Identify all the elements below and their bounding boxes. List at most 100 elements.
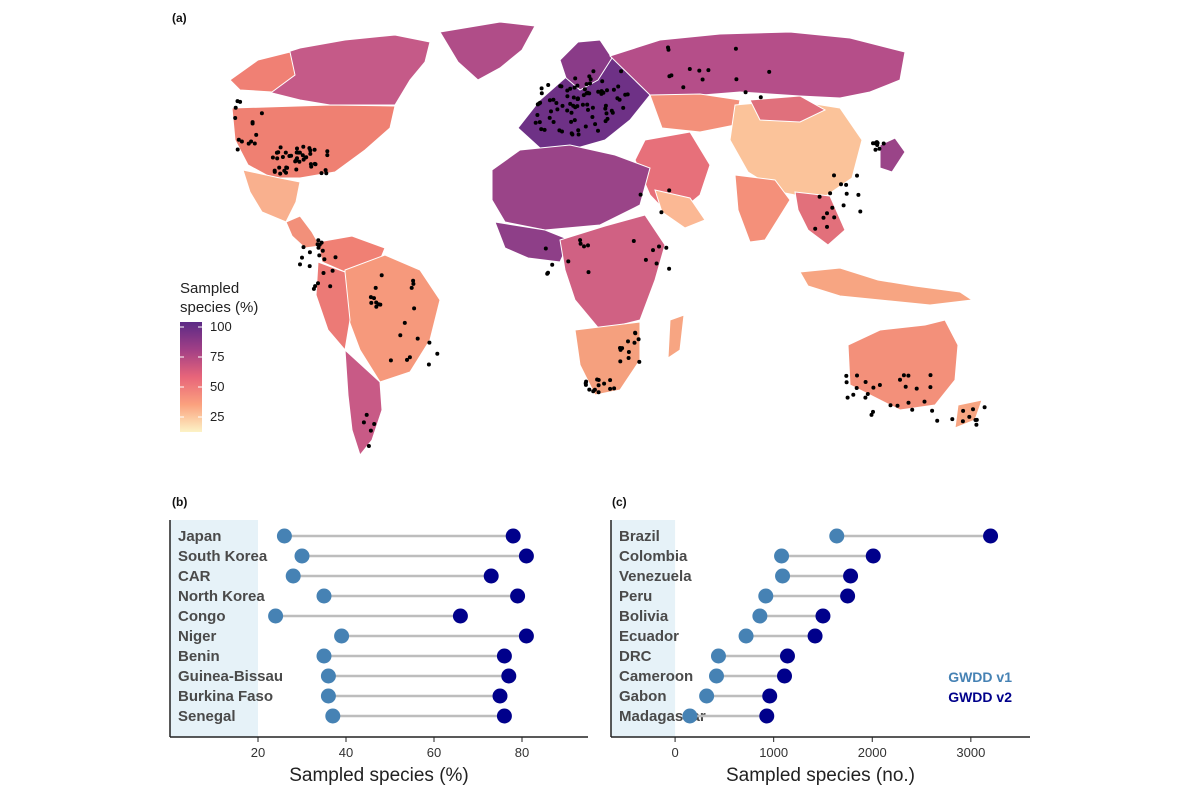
x-tick-label: 3000 bbox=[956, 745, 985, 760]
point-gwdd-v2 bbox=[815, 608, 831, 624]
sample-point bbox=[373, 285, 378, 290]
sample-point bbox=[235, 147, 240, 152]
sample-point bbox=[603, 106, 608, 111]
point-gwdd-v2 bbox=[483, 568, 499, 584]
x-tick-label: 40 bbox=[339, 745, 353, 760]
sample-point bbox=[572, 85, 577, 90]
sample-point bbox=[565, 94, 570, 99]
sample-point bbox=[415, 336, 420, 341]
sample-point bbox=[863, 380, 868, 384]
sample-point bbox=[379, 273, 384, 278]
point-gwdd-v1 bbox=[294, 548, 310, 564]
point-gwdd-v1 bbox=[682, 708, 698, 724]
sample-point bbox=[578, 238, 583, 243]
region-west-africa bbox=[494, 221, 571, 263]
sample-point bbox=[844, 380, 849, 385]
point-gwdd-v1 bbox=[699, 688, 715, 704]
sample-point bbox=[587, 74, 592, 79]
sample-point bbox=[616, 84, 621, 89]
map-legend: Sampled species (%) 100 75 50 25 bbox=[180, 280, 258, 432]
sample-point bbox=[596, 89, 601, 94]
sample-point bbox=[821, 215, 826, 220]
region-scandinavia bbox=[559, 39, 613, 91]
point-gwdd-v2 bbox=[983, 528, 999, 544]
sample-point bbox=[982, 405, 987, 410]
sample-point bbox=[543, 246, 548, 251]
sample-point bbox=[307, 264, 312, 269]
sample-point bbox=[569, 119, 574, 124]
sample-point bbox=[328, 284, 333, 289]
sample-point bbox=[239, 139, 244, 144]
sample-point bbox=[298, 262, 302, 267]
sample-point bbox=[700, 77, 705, 82]
sample-point bbox=[560, 103, 565, 108]
sample-point bbox=[235, 99, 240, 104]
sample-point bbox=[301, 157, 306, 162]
sample-point bbox=[681, 85, 686, 90]
sample-point bbox=[971, 407, 975, 412]
panel-label-b: (b) bbox=[172, 495, 187, 509]
sample-point bbox=[590, 105, 595, 110]
sample-point bbox=[654, 261, 659, 266]
sample-point bbox=[865, 392, 870, 396]
sample-point bbox=[308, 151, 313, 156]
sample-point bbox=[612, 386, 617, 391]
sample-point bbox=[546, 83, 551, 87]
sample-point bbox=[626, 350, 631, 354]
legend-entry: GWDD v1 bbox=[948, 669, 1012, 685]
sample-point bbox=[743, 90, 748, 95]
sample-point bbox=[322, 257, 327, 262]
sample-point bbox=[301, 144, 306, 149]
x-tick-label: 2000 bbox=[858, 745, 887, 760]
point-gwdd-v2 bbox=[807, 628, 823, 644]
sample-point bbox=[586, 243, 590, 248]
label-band bbox=[611, 520, 676, 737]
sample-point bbox=[844, 373, 849, 378]
sample-point bbox=[930, 408, 935, 413]
sample-point bbox=[300, 255, 304, 260]
sample-points bbox=[233, 45, 987, 448]
sample-point bbox=[368, 428, 373, 433]
sample-point bbox=[295, 146, 299, 151]
sample-point bbox=[611, 87, 616, 92]
sample-point bbox=[568, 101, 573, 106]
x-tick-label: 60 bbox=[427, 745, 441, 760]
sample-point bbox=[733, 46, 738, 51]
map-legend-title-line2: species (%) bbox=[180, 299, 258, 316]
sample-point bbox=[411, 278, 416, 283]
sample-point bbox=[858, 209, 863, 214]
sample-point bbox=[906, 373, 911, 378]
region-peru-bolivia bbox=[315, 261, 351, 352]
sample-point bbox=[584, 91, 589, 96]
point-gwdd-v2 bbox=[510, 588, 526, 604]
map-legend-tick-50: 50 bbox=[210, 379, 224, 394]
sample-point bbox=[585, 102, 590, 107]
sample-point bbox=[546, 270, 550, 275]
sample-point bbox=[366, 444, 371, 448]
sample-point bbox=[280, 155, 285, 159]
point-gwdd-v1 bbox=[320, 668, 336, 684]
sample-point bbox=[625, 92, 630, 97]
sample-point bbox=[233, 116, 238, 120]
sample-point bbox=[557, 128, 562, 133]
sample-point bbox=[317, 242, 322, 247]
sample-point bbox=[539, 127, 544, 132]
sample-point bbox=[895, 403, 900, 408]
sample-point bbox=[638, 192, 643, 197]
sample-point bbox=[249, 139, 254, 144]
sample-point bbox=[596, 390, 601, 395]
sample-point bbox=[537, 120, 542, 125]
sample-point bbox=[667, 188, 672, 193]
sample-point bbox=[547, 115, 552, 120]
sample-point bbox=[295, 156, 299, 161]
map-legend-title-line1: Sampled bbox=[180, 280, 239, 297]
sample-point bbox=[580, 102, 585, 107]
sample-point bbox=[573, 76, 578, 81]
sample-point bbox=[767, 69, 772, 74]
x-tick-label: 80 bbox=[515, 745, 529, 760]
sample-point bbox=[535, 113, 540, 117]
sample-point bbox=[233, 105, 238, 110]
sample-point bbox=[599, 89, 604, 94]
point-gwdd-v2 bbox=[518, 628, 534, 644]
sample-point bbox=[586, 270, 591, 275]
